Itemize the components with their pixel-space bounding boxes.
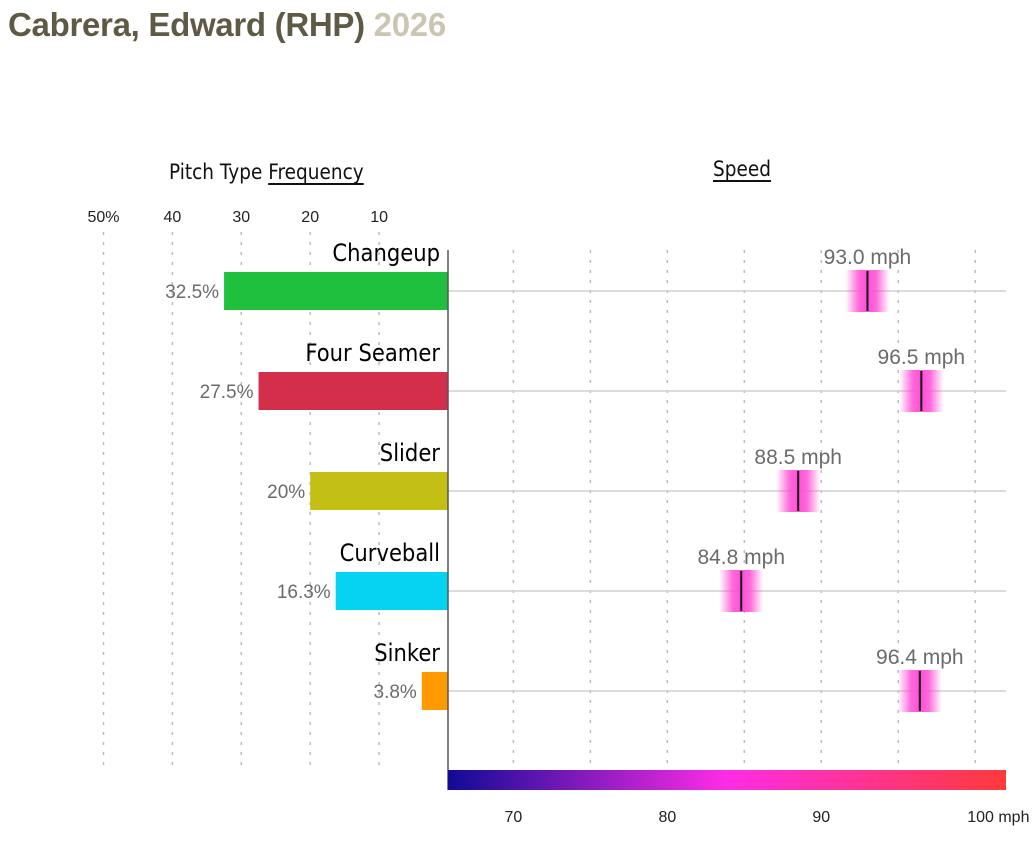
frequency-value-label-changeup: 32.5% [165,282,219,303]
pitch-name-curveball: Curveball [340,540,440,568]
speed-value-label-sinker: 96.4 mph [876,646,964,669]
frequency-value-label-sinker: 3.8% [374,682,417,703]
frequency-tick-label: 20 [301,209,319,226]
frequency-value-label-slider: 20% [267,482,305,503]
frequency-heading-prefix: Pitch Type [169,160,269,184]
pitch-name-slider: Slider [380,440,441,468]
speed-heading: Speed [713,157,771,181]
frequency-sort-link[interactable]: Frequency [268,160,364,184]
frequency-tick-label: 50% [87,209,119,226]
speed-color-scale [448,770,1006,790]
frequency-bar-changeup [224,272,448,310]
pitch-name-four-seamer: Four Seamer [305,340,440,368]
season-year: 2026 [373,6,447,43]
frequency-bar-curveball [335,572,448,610]
speed-tick-label: 100 mph [967,809,1029,826]
speed-tick-label: 70 [505,809,523,826]
frequency-value-label-curveball: 16.3% [277,582,331,603]
frequency-bar-four-seamer [258,372,448,410]
speed-value-label-four-seamer: 96.5 mph [878,346,966,369]
speed-tick-label: 80 [658,809,676,826]
speed-value-label-slider: 88.5 mph [754,446,842,469]
frequency-bar-slider [310,472,448,510]
frequency-tick-label: 30 [232,209,250,226]
speed-value-label-changeup: 93.0 mph [824,246,912,269]
pitch-name-changeup: Changeup [332,240,440,268]
pitch-name-sinker: Sinker [374,640,440,668]
player-name: Cabrera, Edward (RHP) [8,6,365,43]
frequency-value-label-four-seamer: 27.5% [200,382,254,403]
frequency-bar-sinker [421,672,448,710]
speed-sort-link[interactable]: Speed [713,157,771,181]
frequency-tick-label: 40 [164,209,182,226]
speed-tick-label: 90 [812,809,830,826]
chart-title: Cabrera, Edward (RHP) 2026 [8,6,446,44]
speed-value-label-curveball: 84.8 mph [697,546,785,569]
frequency-heading: Pitch Type Frequency [169,160,364,184]
frequency-tick-label: 10 [370,209,388,226]
